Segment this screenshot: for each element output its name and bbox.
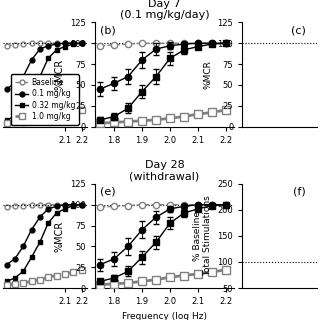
Text: (e): (e) bbox=[100, 187, 116, 197]
Title: Day 28
(withdrawal): Day 28 (withdrawal) bbox=[129, 160, 200, 182]
Text: (c): (c) bbox=[291, 26, 306, 36]
Y-axis label: %MCR: %MCR bbox=[54, 59, 64, 90]
Y-axis label: %MCR: %MCR bbox=[203, 60, 212, 89]
Legend: Baseline, 0.1 mg/kg, 0.32 mg/kg, 1.0 mg/kg: Baseline, 0.1 mg/kg, 0.32 mg/kg, 1.0 mg/… bbox=[11, 74, 79, 125]
Y-axis label: % Baseline
Total Stimulations: % Baseline Total Stimulations bbox=[193, 196, 212, 276]
Title: Day 7
(0.1 mg/kg/day): Day 7 (0.1 mg/kg/day) bbox=[120, 0, 209, 20]
X-axis label: Frequency (log Hz): Frequency (log Hz) bbox=[122, 312, 207, 320]
Text: (f): (f) bbox=[293, 187, 306, 197]
Y-axis label: %MCR: %MCR bbox=[54, 220, 64, 252]
Text: (b): (b) bbox=[100, 26, 116, 36]
